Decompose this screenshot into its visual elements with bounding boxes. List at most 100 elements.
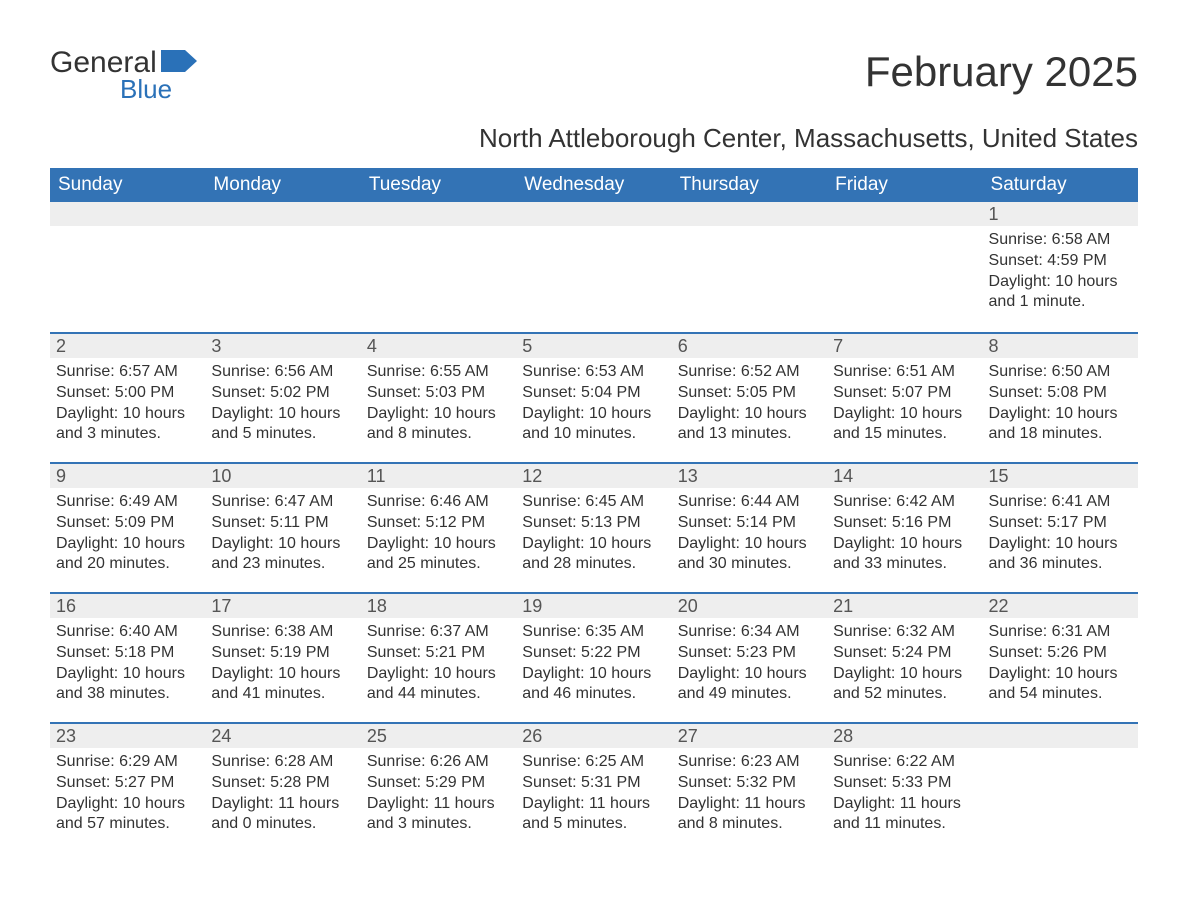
- calendar-day: 27Sunrise: 6:23 AMSunset: 5:32 PMDayligh…: [672, 724, 827, 852]
- sunset-line: Sunset: 5:24 PM: [833, 643, 976, 664]
- day-details: Sunrise: 6:44 AMSunset: 5:14 PMDaylight:…: [672, 488, 827, 583]
- daylight-line1: Daylight: 10 hours: [367, 534, 510, 555]
- daylight-line2: and 38 minutes.: [56, 684, 199, 705]
- daylight-line2: and 52 minutes.: [833, 684, 976, 705]
- day-number: [205, 202, 360, 226]
- day-number: 21: [827, 594, 982, 618]
- day-details: Sunrise: 6:58 AMSunset: 4:59 PMDaylight:…: [983, 226, 1138, 321]
- sunset-line: Sunset: 5:02 PM: [211, 383, 354, 404]
- day-details: Sunrise: 6:25 AMSunset: 5:31 PMDaylight:…: [516, 748, 671, 843]
- day-number: 20: [672, 594, 827, 618]
- sunset-line: Sunset: 5:19 PM: [211, 643, 354, 664]
- day-details: Sunrise: 6:46 AMSunset: 5:12 PMDaylight:…: [361, 488, 516, 583]
- day-number: 5: [516, 334, 671, 358]
- day-details: Sunrise: 6:37 AMSunset: 5:21 PMDaylight:…: [361, 618, 516, 713]
- daylight-line1: Daylight: 10 hours: [211, 404, 354, 425]
- calendar-day: [205, 202, 360, 332]
- sunrise-line: Sunrise: 6:50 AM: [989, 362, 1132, 383]
- daylight-line2: and 8 minutes.: [678, 814, 821, 835]
- daylight-line1: Daylight: 11 hours: [211, 794, 354, 815]
- calendar-day: 10Sunrise: 6:47 AMSunset: 5:11 PMDayligh…: [205, 464, 360, 592]
- daylight-line1: Daylight: 10 hours: [367, 664, 510, 685]
- calendar-day: 23Sunrise: 6:29 AMSunset: 5:27 PMDayligh…: [50, 724, 205, 852]
- daylight-line1: Daylight: 10 hours: [833, 404, 976, 425]
- day-details: Sunrise: 6:38 AMSunset: 5:19 PMDaylight:…: [205, 618, 360, 713]
- calendar-day: 16Sunrise: 6:40 AMSunset: 5:18 PMDayligh…: [50, 594, 205, 722]
- day-number: [50, 202, 205, 226]
- day-number: 11: [361, 464, 516, 488]
- calendar-day: 8Sunrise: 6:50 AMSunset: 5:08 PMDaylight…: [983, 334, 1138, 462]
- day-details: Sunrise: 6:57 AMSunset: 5:00 PMDaylight:…: [50, 358, 205, 453]
- sunrise-line: Sunrise: 6:22 AM: [833, 752, 976, 773]
- sunrise-line: Sunrise: 6:46 AM: [367, 492, 510, 513]
- dow-wed: Wednesday: [516, 168, 671, 202]
- daylight-line1: Daylight: 10 hours: [56, 404, 199, 425]
- calendar-day: 9Sunrise: 6:49 AMSunset: 5:09 PMDaylight…: [50, 464, 205, 592]
- daylight-line2: and 5 minutes.: [211, 424, 354, 445]
- day-number: 4: [361, 334, 516, 358]
- day-number: 14: [827, 464, 982, 488]
- sunrise-line: Sunrise: 6:40 AM: [56, 622, 199, 643]
- sunset-line: Sunset: 5:16 PM: [833, 513, 976, 534]
- dow-fri: Friday: [827, 168, 982, 202]
- calendar-day: 4Sunrise: 6:55 AMSunset: 5:03 PMDaylight…: [361, 334, 516, 462]
- header: General Blue February 2025: [50, 48, 1138, 105]
- sunset-line: Sunset: 5:12 PM: [367, 513, 510, 534]
- day-number: 23: [50, 724, 205, 748]
- sunset-line: Sunset: 5:22 PM: [522, 643, 665, 664]
- daylight-line2: and 23 minutes.: [211, 554, 354, 575]
- sunrise-line: Sunrise: 6:52 AM: [678, 362, 821, 383]
- daylight-line2: and 13 minutes.: [678, 424, 821, 445]
- daylight-line1: Daylight: 10 hours: [989, 272, 1132, 293]
- day-details: Sunrise: 6:47 AMSunset: 5:11 PMDaylight:…: [205, 488, 360, 583]
- sunrise-line: Sunrise: 6:25 AM: [522, 752, 665, 773]
- day-details: Sunrise: 6:34 AMSunset: 5:23 PMDaylight:…: [672, 618, 827, 713]
- sunset-line: Sunset: 5:17 PM: [989, 513, 1132, 534]
- sunset-line: Sunset: 4:59 PM: [989, 251, 1132, 272]
- calendar-day: 6Sunrise: 6:52 AMSunset: 5:05 PMDaylight…: [672, 334, 827, 462]
- sunrise-line: Sunrise: 6:55 AM: [367, 362, 510, 383]
- daylight-line2: and 54 minutes.: [989, 684, 1132, 705]
- daylight-line1: Daylight: 10 hours: [678, 534, 821, 555]
- calendar-day: 2Sunrise: 6:57 AMSunset: 5:00 PMDaylight…: [50, 334, 205, 462]
- day-details: Sunrise: 6:22 AMSunset: 5:33 PMDaylight:…: [827, 748, 982, 843]
- day-details: Sunrise: 6:40 AMSunset: 5:18 PMDaylight:…: [50, 618, 205, 713]
- daylight-line1: Daylight: 10 hours: [989, 404, 1132, 425]
- sunrise-line: Sunrise: 6:58 AM: [989, 230, 1132, 251]
- calendar-day: 17Sunrise: 6:38 AMSunset: 5:19 PMDayligh…: [205, 594, 360, 722]
- calendar-week: 2Sunrise: 6:57 AMSunset: 5:00 PMDaylight…: [50, 332, 1138, 462]
- calendar-day: 21Sunrise: 6:32 AMSunset: 5:24 PMDayligh…: [827, 594, 982, 722]
- day-number: 10: [205, 464, 360, 488]
- day-details: Sunrise: 6:50 AMSunset: 5:08 PMDaylight:…: [983, 358, 1138, 453]
- calendar-day: 3Sunrise: 6:56 AMSunset: 5:02 PMDaylight…: [205, 334, 360, 462]
- day-number: 17: [205, 594, 360, 618]
- day-number: 27: [672, 724, 827, 748]
- sunset-line: Sunset: 5:04 PM: [522, 383, 665, 404]
- day-number: 15: [983, 464, 1138, 488]
- calendar-day: 15Sunrise: 6:41 AMSunset: 5:17 PMDayligh…: [983, 464, 1138, 592]
- dow-thu: Thursday: [672, 168, 827, 202]
- weeks-container: 1Sunrise: 6:58 AMSunset: 4:59 PMDaylight…: [50, 202, 1138, 852]
- dow-tue: Tuesday: [361, 168, 516, 202]
- calendar-day: 26Sunrise: 6:25 AMSunset: 5:31 PMDayligh…: [516, 724, 671, 852]
- day-number: 22: [983, 594, 1138, 618]
- logo: General Blue: [50, 48, 197, 105]
- day-number: [983, 724, 1138, 748]
- sunset-line: Sunset: 5:14 PM: [678, 513, 821, 534]
- sunrise-line: Sunrise: 6:49 AM: [56, 492, 199, 513]
- calendar-day: 18Sunrise: 6:37 AMSunset: 5:21 PMDayligh…: [361, 594, 516, 722]
- daylight-line2: and 44 minutes.: [367, 684, 510, 705]
- calendar-day: 1Sunrise: 6:58 AMSunset: 4:59 PMDaylight…: [983, 202, 1138, 332]
- sunset-line: Sunset: 5:05 PM: [678, 383, 821, 404]
- daylight-line2: and 33 minutes.: [833, 554, 976, 575]
- daylight-line2: and 0 minutes.: [211, 814, 354, 835]
- day-number: 26: [516, 724, 671, 748]
- sunset-line: Sunset: 5:11 PM: [211, 513, 354, 534]
- sunrise-line: Sunrise: 6:44 AM: [678, 492, 821, 513]
- sunrise-line: Sunrise: 6:38 AM: [211, 622, 354, 643]
- day-details: Sunrise: 6:52 AMSunset: 5:05 PMDaylight:…: [672, 358, 827, 453]
- calendar-week: 1Sunrise: 6:58 AMSunset: 4:59 PMDaylight…: [50, 202, 1138, 332]
- day-details: Sunrise: 6:29 AMSunset: 5:27 PMDaylight:…: [50, 748, 205, 843]
- calendar-day: [516, 202, 671, 332]
- day-details: Sunrise: 6:49 AMSunset: 5:09 PMDaylight:…: [50, 488, 205, 583]
